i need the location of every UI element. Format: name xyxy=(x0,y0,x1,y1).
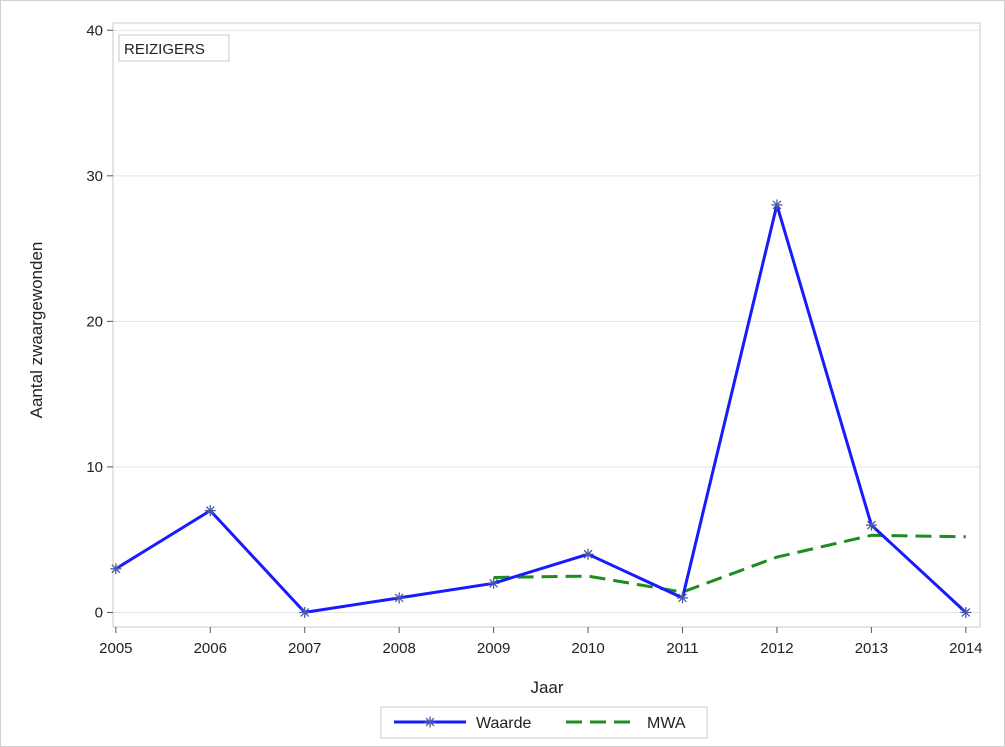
y-tick-label: 20 xyxy=(86,313,103,330)
x-axis-title: Jaar xyxy=(530,678,563,697)
legend: Waarde MWA xyxy=(380,706,708,739)
plot-area xyxy=(112,22,981,628)
data-point xyxy=(204,505,216,517)
legend-label-mwa: MWA xyxy=(647,715,686,732)
data-point xyxy=(865,519,877,531)
data-point xyxy=(771,199,783,211)
legend-marker-waarde xyxy=(424,716,436,728)
x-tick-label: 2011 xyxy=(666,640,698,657)
x-tick-label: 2007 xyxy=(288,640,321,657)
legend-label-waarde: Waarde xyxy=(476,715,532,732)
data-point xyxy=(677,592,688,604)
gridlines xyxy=(113,29,980,613)
y-tick-label: 10 xyxy=(86,459,103,476)
inset-label: REIZIGERS xyxy=(124,41,205,58)
inset-label-box: REIZIGERS xyxy=(118,34,230,62)
y-axis-title: Aantal zwaargewonden xyxy=(27,242,46,419)
data-point xyxy=(488,577,500,589)
y-tick-label: 40 xyxy=(86,22,103,39)
x-tick-label: 2012 xyxy=(760,640,793,657)
x-tick-label: 2014 xyxy=(949,640,982,657)
data-point xyxy=(299,606,311,618)
x-axis: 2005 2006 2007 2008 2009 2010 2011 2012 2013 2014 xyxy=(99,627,983,657)
x-tick-label: 2010 xyxy=(571,640,604,657)
y-axis: 0 10 20 30 40 xyxy=(86,22,113,621)
x-tick-label: 2013 xyxy=(855,640,888,657)
series-layer xyxy=(110,199,972,618)
data-point xyxy=(582,548,594,560)
data-point xyxy=(110,563,122,575)
series-line-waarde xyxy=(115,203,967,614)
x-tick-label: 2009 xyxy=(477,640,510,657)
data-point xyxy=(960,606,972,618)
y-tick-label: 30 xyxy=(86,168,103,185)
data-point xyxy=(393,592,405,604)
x-tick-label: 2005 xyxy=(99,640,132,657)
y-tick-label: 0 xyxy=(95,604,103,621)
x-tick-label: 2006 xyxy=(194,640,227,657)
x-tick-label: 2008 xyxy=(382,640,415,657)
legend-star xyxy=(424,716,436,728)
series-line-mwa xyxy=(493,533,966,594)
